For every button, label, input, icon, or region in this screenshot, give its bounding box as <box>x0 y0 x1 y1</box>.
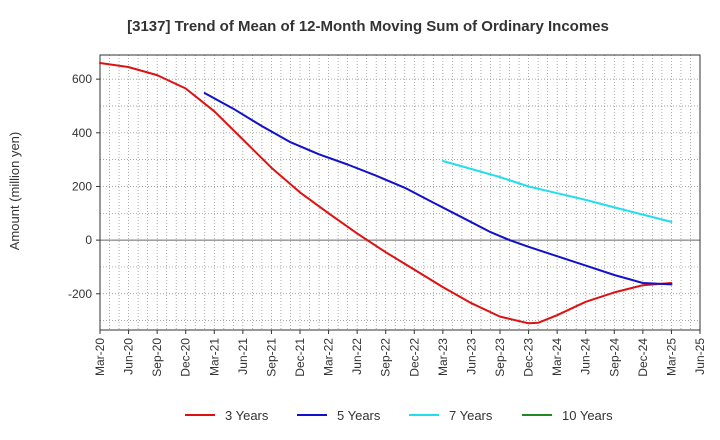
x-tick-label: Sep-20 <box>150 338 164 377</box>
legend-label: 3 Years <box>225 408 269 423</box>
series-line-5-years <box>203 92 673 286</box>
x-tick-label: Dec-20 <box>179 338 193 377</box>
plot-area: 600 400 200 0 -200 Mar-20 Jun-20 Sep-20 Dec-20 Ma… <box>68 54 707 377</box>
x-tick-label: Mar-25 <box>664 338 678 376</box>
x-tick-label: Sep-24 <box>607 338 621 377</box>
x-tick-label: Sep-23 <box>493 338 507 377</box>
x-tick-label: Mar-20 <box>93 338 107 376</box>
x-tick-label: Mar-22 <box>322 338 336 376</box>
x-tick-label: Dec-22 <box>407 338 421 377</box>
series-line-7-years <box>441 160 673 223</box>
plot-frame <box>99 54 701 331</box>
series-line-3-years <box>99 62 673 325</box>
y-tick-label: 200 <box>72 179 92 193</box>
x-tick-label: Sep-21 <box>264 338 278 377</box>
x-tick-label: Jun-21 <box>236 338 250 375</box>
x-tick-label: Jun-23 <box>464 338 478 375</box>
x-tick-label: Mar-23 <box>436 338 450 376</box>
chart-title: [3137] Trend of Mean of 12-Month Moving … <box>127 18 609 35</box>
y-tick-label: 0 <box>85 233 92 247</box>
y-tick-label: 600 <box>72 72 92 86</box>
y-axis-label: Amount (million yen) <box>7 132 22 251</box>
legend: 3 Years 5 Years 7 Years 10 Years <box>185 408 613 423</box>
y-tick-label: 400 <box>72 126 92 140</box>
x-tick-label: Mar-21 <box>207 338 221 376</box>
legend-label: 10 Years <box>562 408 613 423</box>
x-tick-label: Jun-20 <box>122 338 136 375</box>
legend-label: 5 Years <box>337 408 381 423</box>
legend-label: 7 Years <box>449 408 493 423</box>
x-tick-label: Mar-24 <box>550 338 564 376</box>
x-tick-label: Sep-22 <box>379 338 393 377</box>
x-tick-label: Dec-21 <box>293 338 307 377</box>
y-tick-label: -200 <box>68 287 92 301</box>
x-tick-label: Dec-24 <box>636 338 650 377</box>
x-tick-label: Jun-24 <box>579 338 593 375</box>
x-tick-label: Dec-23 <box>522 338 536 377</box>
x-tick-label: Jun-25 <box>693 338 707 375</box>
x-tick-label: Jun-22 <box>350 338 364 375</box>
